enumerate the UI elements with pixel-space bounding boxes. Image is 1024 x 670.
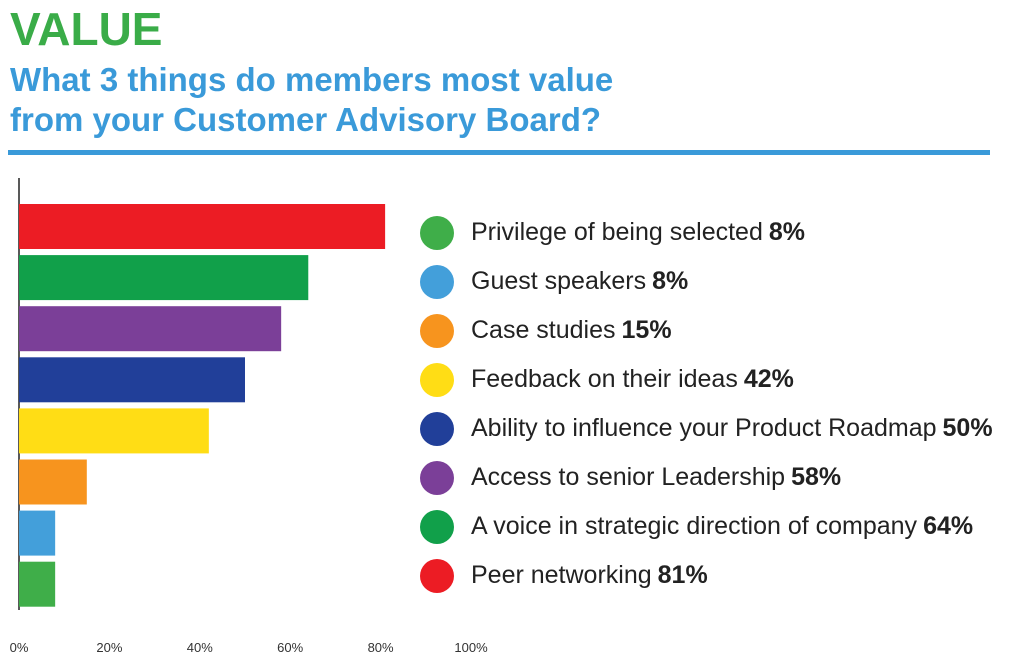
- legend-value: 58%: [791, 463, 842, 491]
- legend-item: Peer networking 81%: [420, 551, 993, 600]
- legend-value: 50%: [942, 414, 993, 442]
- bar-4: [19, 357, 245, 403]
- legend-value: 81%: [657, 561, 708, 589]
- legend-swatch: [420, 411, 454, 446]
- legend-item: Guest speakers 8%: [420, 257, 993, 306]
- bar-5: [19, 408, 209, 454]
- x-tick-label: 80%: [368, 640, 394, 655]
- legend-swatch: [420, 460, 454, 495]
- bar-1: [19, 204, 386, 249]
- legend-item: Ability to influence your Product Roadma…: [420, 404, 993, 453]
- legend-item: A voice in strategic direction of compan…: [420, 502, 993, 551]
- x-tick-label: 0%: [10, 640, 29, 655]
- legend-value: 8%: [768, 218, 805, 246]
- legend-value: 8%: [652, 267, 689, 295]
- bar-7: [19, 510, 56, 556]
- x-tick-label: 20%: [96, 640, 122, 655]
- legend-item: Case studies 15%: [420, 306, 993, 355]
- legend-swatch: [420, 509, 454, 544]
- x-tick-label: 60%: [277, 640, 303, 655]
- legend-item: Feedback on their ideas 42%: [420, 355, 993, 404]
- legend-swatch: [420, 264, 454, 299]
- legend-label: Peer networking: [471, 561, 652, 589]
- legend-label: Case studies: [471, 316, 616, 344]
- chart-legend: Privilege of being selected 8% Guest speak…: [420, 208, 993, 600]
- bar-8: [19, 561, 56, 607]
- legend-item: Privilege of being selected 8%: [420, 208, 993, 257]
- chart-title-line-1: What 3 things do members most value: [10, 61, 614, 98]
- legend-label: Privilege of being selected: [471, 218, 763, 246]
- legend-swatch: [420, 215, 454, 250]
- x-tick-label: 100%: [454, 640, 488, 655]
- bar-6: [19, 459, 87, 505]
- chart-title-line-2: from your Customer Advisory Board?: [10, 101, 602, 138]
- x-tick-label: 40%: [187, 640, 213, 655]
- divider-rule: [8, 150, 990, 155]
- legend-label: Ability to influence your Product Roadma…: [471, 414, 937, 442]
- legend-value: 42%: [743, 365, 794, 393]
- legend-label: Guest speakers: [471, 267, 647, 295]
- legend-item: Access to senior Leadership 58%: [420, 453, 993, 502]
- page-heading: VALUE: [10, 3, 163, 55]
- legend-value: 15%: [621, 316, 672, 344]
- legend-label: Feedback on their ideas: [471, 365, 738, 393]
- legend-swatch: [420, 362, 454, 397]
- legend-swatch: [420, 313, 454, 348]
- legend-label: Access to senior Leadership: [471, 463, 786, 491]
- bar-3: [19, 306, 282, 352]
- bar-2: [19, 255, 309, 301]
- legend-value: 64%: [923, 512, 974, 540]
- legend-label: A voice in strategic direction of compan…: [471, 512, 918, 540]
- legend-swatch: [420, 558, 454, 593]
